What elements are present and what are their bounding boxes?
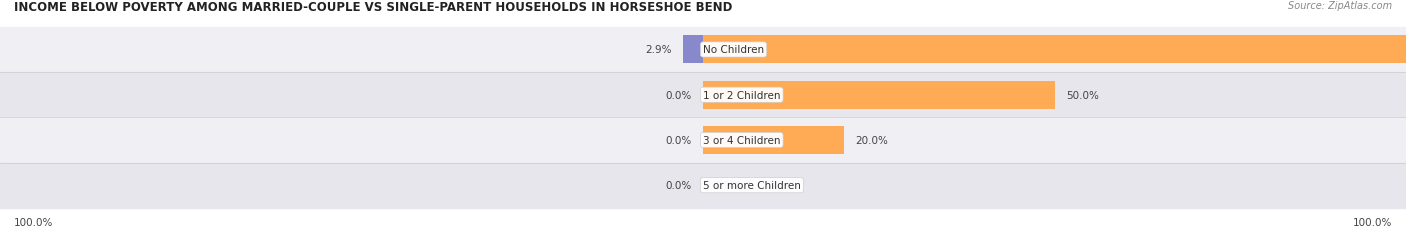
Text: 0.0%: 0.0%: [714, 180, 741, 190]
Text: 50.0%: 50.0%: [1066, 90, 1098, 100]
Bar: [703, 81, 1054, 109]
Text: 2.9%: 2.9%: [645, 45, 672, 55]
Text: 0.0%: 0.0%: [665, 135, 692, 145]
Text: 0.0%: 0.0%: [665, 180, 692, 190]
Bar: [683, 36, 703, 64]
Text: 0.0%: 0.0%: [665, 90, 692, 100]
Text: 100.0%: 100.0%: [14, 217, 53, 227]
Text: 5 or more Children: 5 or more Children: [703, 180, 801, 190]
Bar: [0, 118, 1406, 163]
Bar: [0, 28, 1406, 73]
Text: 3 or 4 Children: 3 or 4 Children: [703, 135, 780, 145]
Bar: [0, 73, 1406, 118]
Text: 1 or 2 Children: 1 or 2 Children: [703, 90, 780, 100]
Text: 100.0%: 100.0%: [1353, 217, 1392, 227]
Text: No Children: No Children: [703, 45, 763, 55]
Bar: [703, 126, 844, 154]
Text: Source: ZipAtlas.com: Source: ZipAtlas.com: [1288, 1, 1392, 11]
Bar: [0, 163, 1406, 208]
Bar: [703, 36, 1406, 64]
Text: INCOME BELOW POVERTY AMONG MARRIED-COUPLE VS SINGLE-PARENT HOUSEHOLDS IN HORSESH: INCOME BELOW POVERTY AMONG MARRIED-COUPL…: [14, 1, 733, 14]
Text: 20.0%: 20.0%: [855, 135, 887, 145]
